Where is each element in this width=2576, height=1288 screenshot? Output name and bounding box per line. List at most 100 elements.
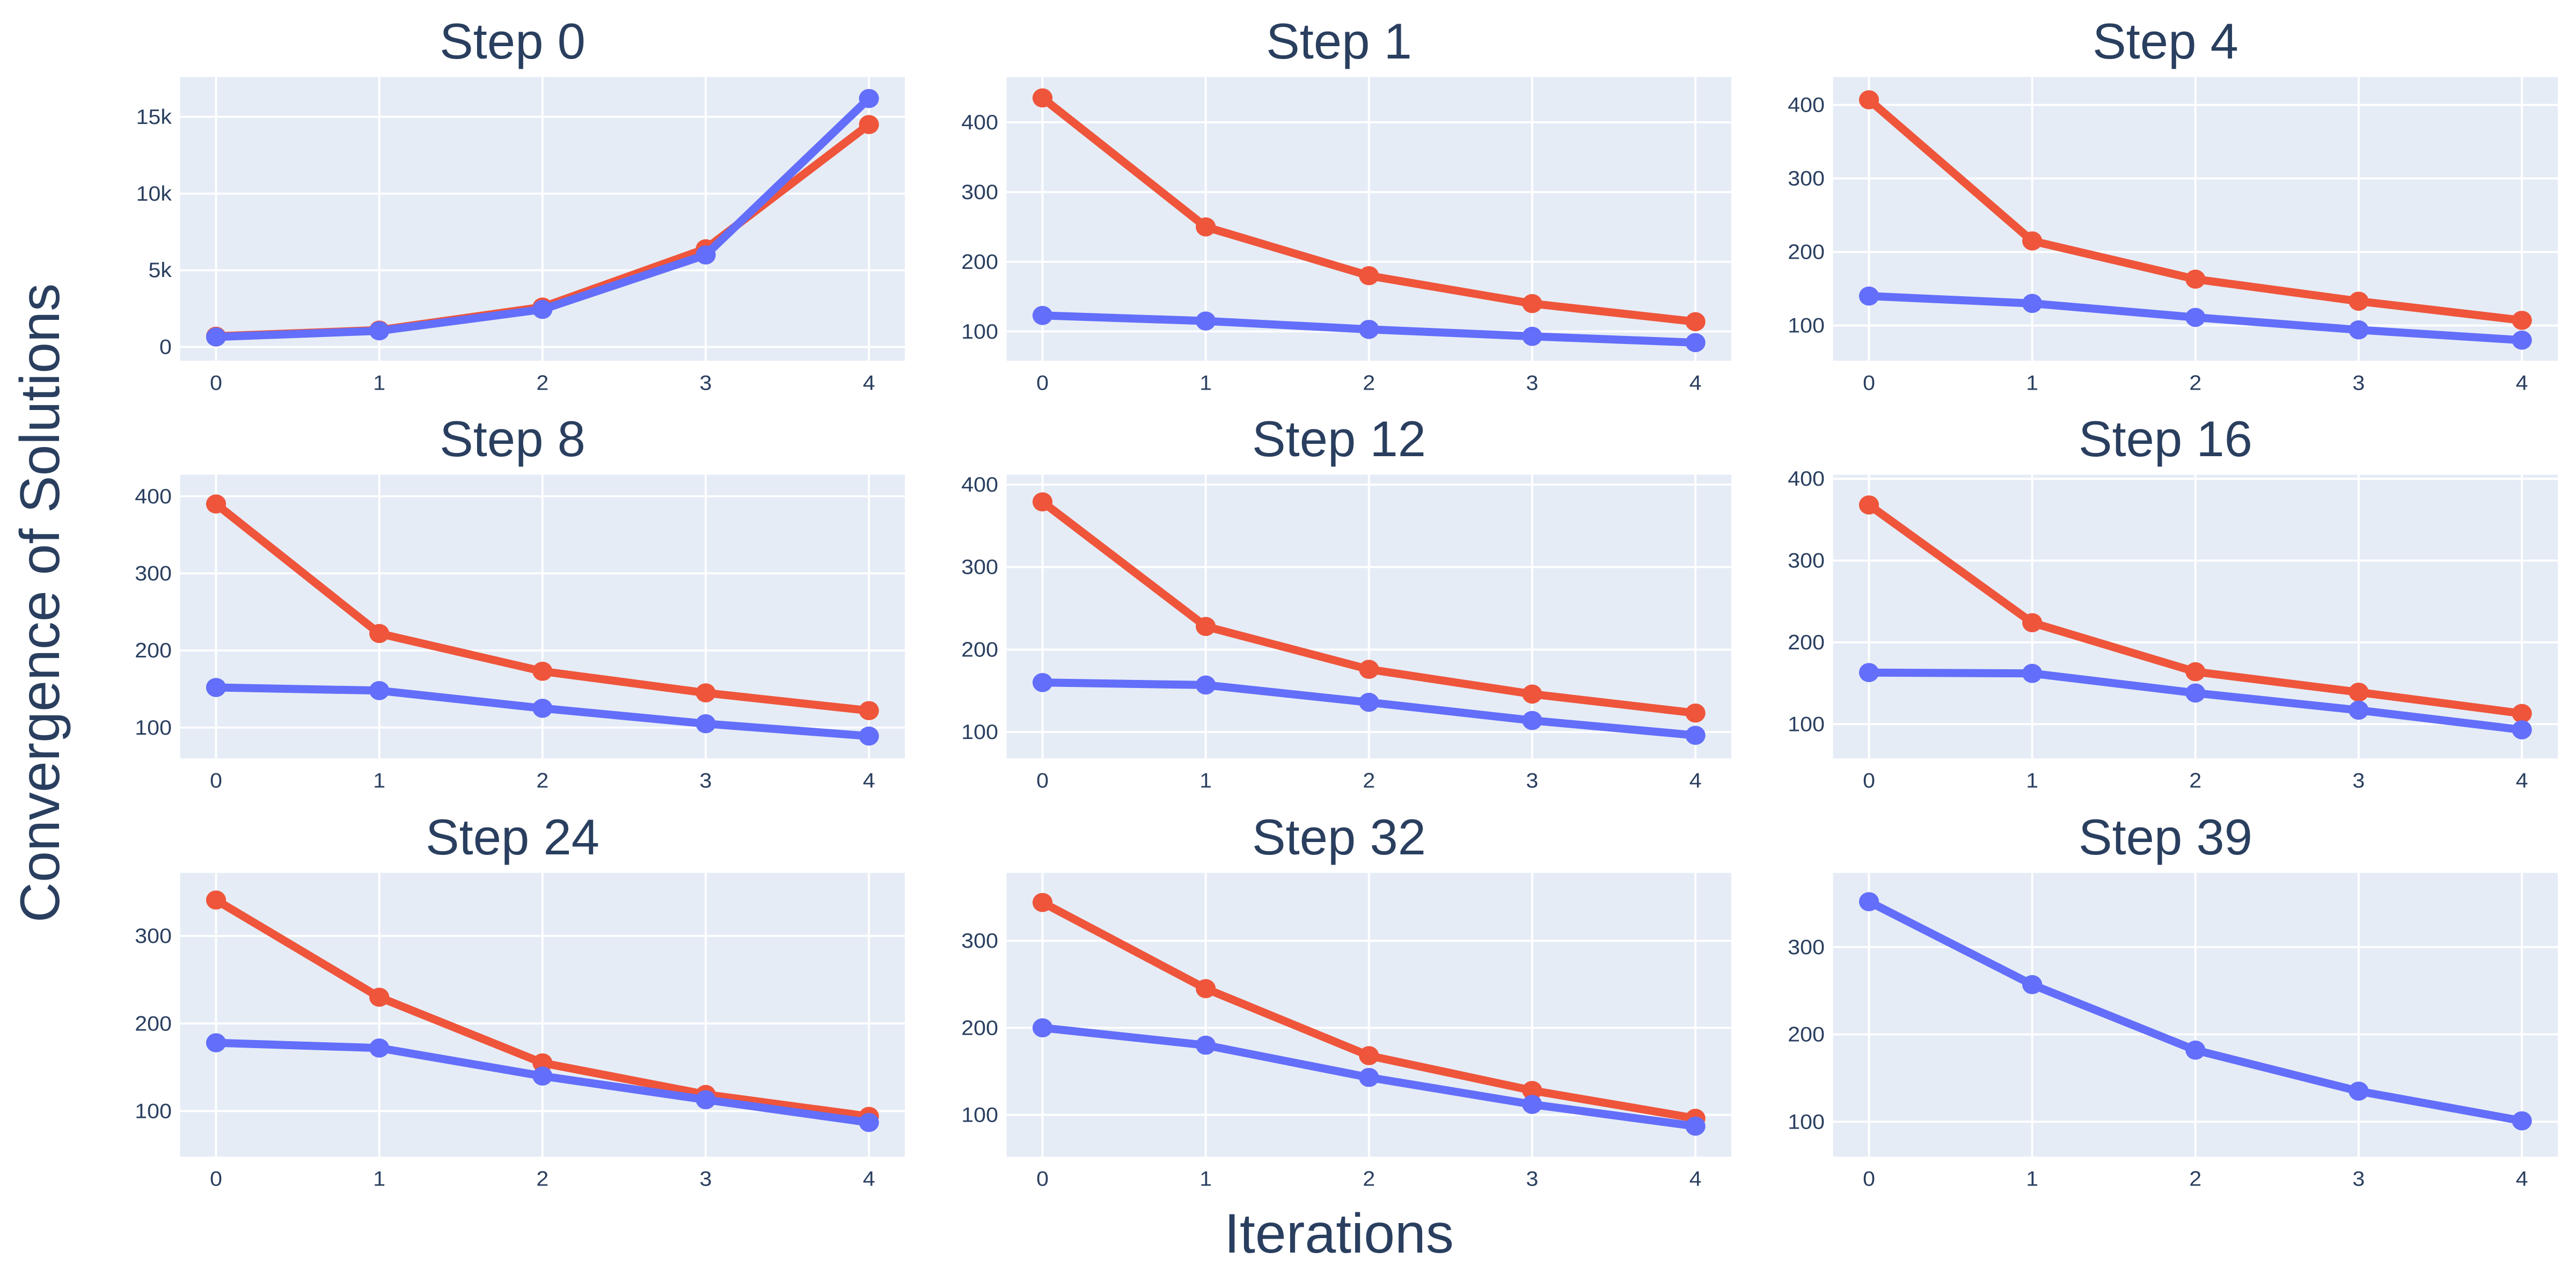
data-point-marker <box>1685 333 1706 353</box>
data-point-marker <box>1858 286 1879 306</box>
y-tick-label: 0 <box>159 335 172 358</box>
x-tick-label: 4 <box>1689 1167 1702 1190</box>
chart-canvas: 100 200 300 400 0 1 2 3 4 <box>961 473 1732 793</box>
x-tick-label: 4 <box>2516 371 2528 394</box>
data-point-marker <box>2185 683 2206 703</box>
subplot-title: Step 24 <box>425 808 600 865</box>
x-tick-label: 4 <box>2516 1167 2528 1190</box>
x-tick-label: 2 <box>1363 371 1375 394</box>
x-tick-label: 2 <box>1363 1167 1375 1190</box>
chart-canvas: 100 200 300 0 1 2 3 4 <box>1788 873 2558 1190</box>
data-point-marker <box>206 1033 226 1052</box>
y-tick-label: 300 <box>961 180 998 204</box>
data-point-marker <box>1359 693 1379 712</box>
x-tick-label: 3 <box>2353 769 2365 793</box>
x-axis-label-container: Iterations <box>118 1203 2560 1284</box>
x-tick-label: 1 <box>373 371 385 394</box>
data-point-marker <box>696 245 716 265</box>
chart-canvas: 100 200 300 400 0 1 2 3 4 <box>135 474 905 793</box>
data-point-marker <box>2185 269 2206 289</box>
y-tick-label: 200 <box>1788 631 1825 654</box>
data-point-marker <box>1032 673 1053 692</box>
data-point-marker <box>1522 684 1542 704</box>
data-point-marker <box>532 662 553 681</box>
data-point-marker <box>859 115 879 134</box>
y-tick-label: 200 <box>961 250 998 274</box>
data-point-marker <box>1359 1067 1379 1087</box>
data-point-marker <box>2022 294 2043 313</box>
x-tick-label: 2 <box>536 371 548 394</box>
y-tick-label: 200 <box>961 638 998 662</box>
x-tick-label: 1 <box>2026 769 2038 793</box>
chart-canvas: 0 5k 10k 15k 0 1 2 3 4 <box>136 77 905 394</box>
data-point-marker <box>2022 664 2043 683</box>
x-tick-label: 1 <box>2026 1167 2038 1190</box>
x-tick-label: 2 <box>1363 769 1375 793</box>
x-tick-label: 4 <box>2516 769 2528 793</box>
data-point-marker <box>1032 1018 1053 1037</box>
subplot-title: Step 16 <box>2078 411 2253 467</box>
data-point-marker <box>859 701 879 721</box>
y-tick-label: 400 <box>135 485 172 508</box>
data-point-marker <box>1196 1035 1216 1055</box>
data-point-marker <box>1196 217 1216 237</box>
y-tick-label: 100 <box>1788 1110 1825 1133</box>
x-tick-label: 0 <box>210 769 222 793</box>
data-point-marker <box>1522 294 1542 313</box>
data-point-marker <box>2348 291 2369 311</box>
data-point-marker <box>2348 320 2369 340</box>
chart-canvas: 100 200 300 400 0 1 2 3 4 <box>961 77 1732 394</box>
x-tick-label: 0 <box>1863 371 1875 394</box>
data-point-marker <box>1359 266 1379 286</box>
data-point-marker <box>2512 704 2532 723</box>
x-tick-label: 3 <box>1526 371 1539 394</box>
subplot-step-1: Step 1 100 200 300 400 0 1 2 3 4 <box>945 10 1733 400</box>
x-tick-label: 3 <box>2353 371 2365 394</box>
y-tick-label: 200 <box>961 1016 998 1040</box>
data-point-marker <box>1359 1045 1379 1065</box>
x-tick-label: 1 <box>1199 371 1212 394</box>
data-point-marker <box>2022 975 2043 994</box>
x-tick-label: 1 <box>1199 769 1212 793</box>
data-point-marker <box>1196 675 1216 695</box>
data-point-marker <box>1685 726 1706 745</box>
data-point-marker <box>2512 331 2532 350</box>
subplot-step-4: Step 4 100 200 300 400 0 1 2 3 4 <box>1771 10 2560 400</box>
x-tick-label: 0 <box>1036 769 1049 793</box>
y-tick-label: 300 <box>135 924 172 948</box>
x-tick-label: 3 <box>2353 1167 2365 1190</box>
x-tick-label: 0 <box>1036 1167 1049 1190</box>
data-point-marker <box>1522 1080 1542 1100</box>
data-point-marker <box>1032 492 1053 512</box>
chart-canvas: 100 200 300 400 0 1 2 3 4 <box>1788 77 2558 394</box>
data-point-marker <box>1359 319 1379 339</box>
chart-canvas: 100 200 300 400 0 1 2 3 4 <box>1788 471 2558 793</box>
data-point-marker <box>1858 892 1879 911</box>
y-axis-label: Convergence of Solutions <box>9 283 71 923</box>
subplot-step-8: Step 8 100 200 300 400 0 1 2 3 4 <box>118 407 907 797</box>
data-point-marker <box>1522 1094 1542 1114</box>
data-point-marker <box>2512 720 2532 740</box>
x-tick-label: 3 <box>1526 1167 1539 1190</box>
y-tick-label: 300 <box>1788 549 1825 573</box>
data-point-marker <box>2348 700 2369 720</box>
data-point-marker <box>206 327 226 347</box>
data-point-marker <box>696 683 716 703</box>
data-point-marker <box>2512 1111 2532 1130</box>
data-point-marker <box>1685 1116 1706 1136</box>
data-point-marker <box>369 987 390 1007</box>
data-point-marker <box>369 681 390 700</box>
x-tick-label: 2 <box>2189 371 2201 394</box>
data-point-marker <box>1359 660 1379 679</box>
data-point-marker <box>1522 326 1542 346</box>
chart-canvas: 100 200 300 0 1 2 3 4 <box>135 873 905 1190</box>
data-point-marker <box>2185 1040 2206 1060</box>
x-tick-label: 4 <box>863 371 875 394</box>
data-point-marker <box>1522 711 1542 730</box>
data-point-marker <box>2022 613 2043 633</box>
data-point-marker <box>1032 305 1053 325</box>
y-tick-label: 400 <box>1788 93 1825 116</box>
x-tick-label: 3 <box>700 371 712 394</box>
y-tick-label: 10k <box>136 182 172 206</box>
